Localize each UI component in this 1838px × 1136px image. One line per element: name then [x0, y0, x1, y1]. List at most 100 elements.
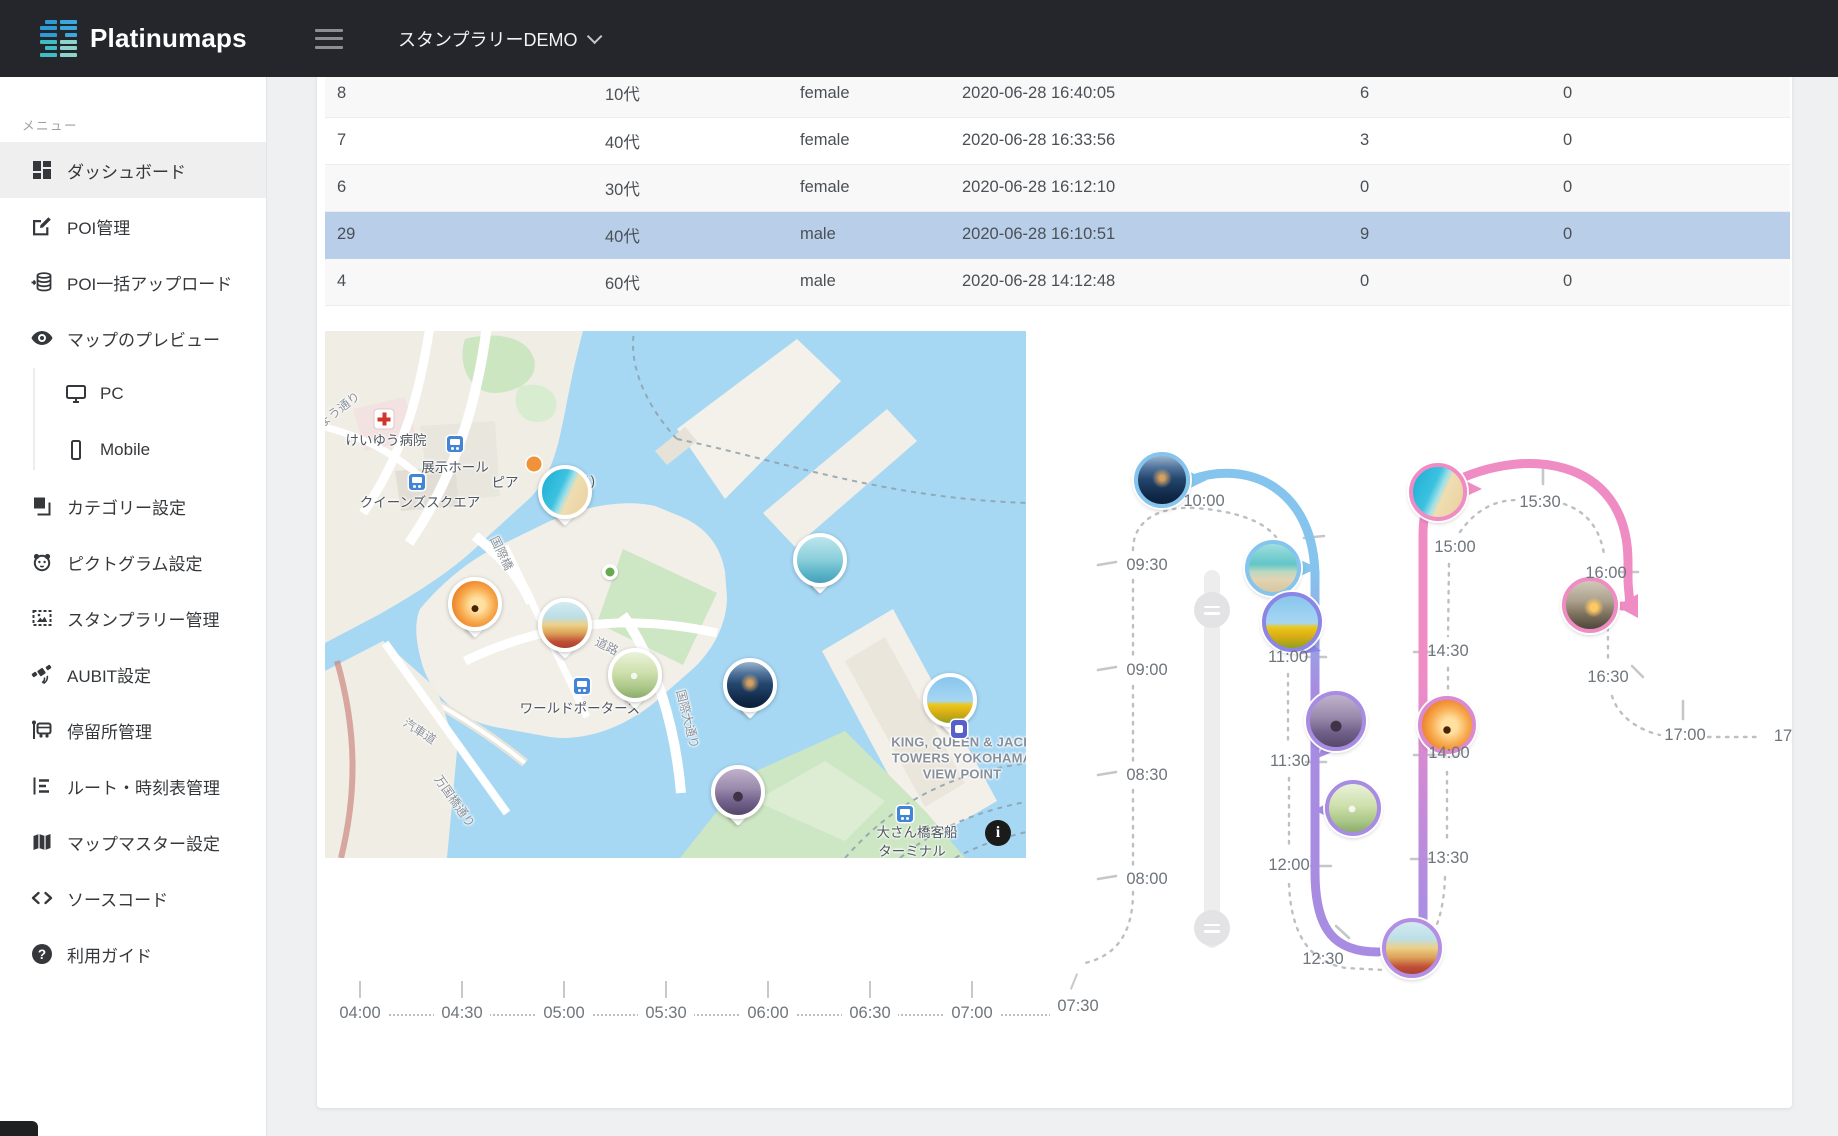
- poi-marker-person[interactable]: [793, 533, 847, 594]
- timeline-stop-sunflower[interactable]: [1262, 592, 1322, 652]
- dashboard-card: 8 10代 female 2020-06-28 16:40:05 6 0 7 40代 fema…: [317, 47, 1792, 1108]
- satellite-icon: [30, 662, 54, 686]
- sidebar-item-stamp-rally-manage[interactable]: スタンプラリー管理: [0, 590, 266, 646]
- slider-handle-bottom[interactable]: [1194, 910, 1230, 946]
- code-icon: [30, 886, 54, 910]
- axis-time-label: 09:30: [1126, 556, 1168, 574]
- sidebar-section-label: メニュー: [22, 119, 79, 133]
- brand-name: Platinumaps: [90, 23, 247, 53]
- poi-marker-food[interactable]: [538, 598, 592, 659]
- axis-time-label: 04:00: [332, 1004, 388, 1023]
- axis-time-label: 09:00: [1126, 661, 1168, 679]
- time-range-slider[interactable]: [1194, 570, 1230, 948]
- sidebar-item-preview-pc[interactable]: PC: [0, 366, 266, 422]
- sidebar-item-route-timetable-manage[interactable]: ルート・時刻表管理: [0, 758, 266, 814]
- station-icon: [447, 436, 463, 452]
- stop-time-label: 16:00: [1585, 564, 1627, 582]
- timeline-stop-beachgirl[interactable]: [1245, 540, 1301, 596]
- stamp-badge-icon: [951, 720, 967, 738]
- dashboard-icon: [30, 158, 54, 182]
- map-title-dropdown[interactable]: スタンプラリーDEMO: [398, 26, 603, 52]
- sidebar-item-category-settings[interactable]: カテゴリー設定: [0, 478, 266, 534]
- help-icon: ?: [30, 942, 54, 966]
- slider-handle-top[interactable]: [1194, 592, 1230, 628]
- table-row[interactable]: 4 60代 male 2020-06-28 14:12:48 0 0: [325, 258, 1790, 306]
- stop-time-label: 12:00: [1268, 856, 1310, 874]
- timeline-stop-tunnel[interactable]: [1562, 577, 1618, 633]
- axis-dotted-line: [338, 1014, 1054, 1016]
- svg-text:?: ?: [38, 947, 46, 962]
- park-leaf-dot: [605, 567, 615, 577]
- bus-stop-icon: [30, 718, 54, 742]
- timetable-icon: [30, 774, 54, 798]
- terminal-label-2: ターミナル: [878, 844, 946, 858]
- poi-edit-icon: [30, 214, 54, 238]
- axis-tick: [869, 981, 871, 998]
- sidebar-subgroup-preview: PC Mobile: [0, 366, 266, 478]
- hospital-label: けいゆう病院: [345, 433, 427, 448]
- station-icon: [409, 474, 425, 490]
- chevron-down-icon: [587, 28, 603, 45]
- sidebar-item-map-master-settings[interactable]: マップマスター設定: [0, 814, 266, 870]
- restaurant-icon: [526, 456, 542, 472]
- sidebar-item-pictogram-settings[interactable]: ピクトグラム設定: [0, 534, 266, 590]
- info-icon[interactable]: i: [985, 820, 1011, 846]
- axis-time-label: 05:00: [536, 1004, 592, 1023]
- browser-status-bubble: [0, 1121, 38, 1136]
- poi-marker-wedding[interactable]: [608, 648, 662, 709]
- platinumaps-logo-icon: [40, 19, 78, 58]
- sidebar-item-aubit-settings[interactable]: AUBIT設定: [0, 646, 266, 702]
- sidebar-item-poi-manage[interactable]: POI管理: [0, 198, 266, 254]
- main-content: 8 10代 female 2020-06-28 16:40:05 6 0 7 40代 fema…: [267, 47, 1838, 1136]
- stop-time-label: 13:30: [1427, 849, 1469, 867]
- terminal-label-1: 大さん橋客船: [876, 825, 958, 840]
- timeline-stop-beach[interactable]: [1409, 463, 1467, 521]
- timeline-stop-fountain[interactable]: [1306, 691, 1366, 751]
- queens-square-label: クイーンズスクエア: [359, 495, 481, 510]
- axis-tick: [971, 981, 973, 998]
- axis-tick: [359, 981, 361, 998]
- view-point-label-3: VIEW POINT: [922, 766, 1002, 782]
- stop-time-label: 14:00: [1428, 744, 1470, 762]
- stop-time-label: 17: [1773, 727, 1793, 745]
- timeline-stop-wedding[interactable]: [1325, 780, 1381, 836]
- stop-time-label: 15:00: [1434, 538, 1476, 556]
- sidebar-item-user-guide[interactable]: ? 利用ガイド: [0, 926, 266, 982]
- sidebar-item-map-preview[interactable]: マップのプレビュー: [0, 310, 266, 366]
- table-row[interactable]: 8 10代 female 2020-06-28 16:40:05 6 0: [325, 70, 1790, 118]
- poi-marker-carousel[interactable]: [448, 577, 502, 638]
- timeline-stop-food[interactable]: [1382, 918, 1442, 978]
- sidebar-item-source-code[interactable]: ソースコード: [0, 870, 266, 926]
- stop-time-label: 14:30: [1427, 642, 1469, 660]
- category-icon: [30, 494, 54, 518]
- eye-icon: [30, 326, 54, 350]
- station-icon: [574, 678, 590, 694]
- hamburger-menu-icon[interactable]: [315, 28, 343, 49]
- poi-marker-fountain[interactable]: [711, 765, 765, 826]
- timeline-stop-carousel[interactable]: [1418, 696, 1476, 754]
- view-point-label-1: KING, QUEEN & JACK: [891, 734, 1026, 750]
- axis-tick: [665, 981, 667, 998]
- sidebar-item-poi-bulk-upload[interactable]: POI一括アップロード: [0, 254, 266, 310]
- sidebar-item-bus-stop-manage[interactable]: 停留所管理: [0, 702, 266, 758]
- sidebar-item-dashboard[interactable]: ダッシュボード: [0, 142, 266, 198]
- bulk-upload-icon: [30, 270, 54, 294]
- axis-time-label: 06:30: [842, 1004, 898, 1023]
- axis-time-label: 08:00: [1126, 870, 1168, 888]
- stop-time-label: 11:00: [1267, 648, 1309, 666]
- hospital-icon: [374, 409, 394, 429]
- map-preview[interactable]: ょう通り けいゆう病院 展示ホール クイーンズスクエア ピア (21) 国際橋 …: [325, 331, 1026, 858]
- stop-time-label: 12:30: [1302, 950, 1344, 968]
- poi-marker-beach[interactable]: [538, 465, 592, 526]
- sidebar-item-preview-mobile[interactable]: Mobile: [0, 422, 266, 478]
- axis-tick: [767, 981, 769, 998]
- poi-marker-sunflower[interactable]: [923, 673, 977, 734]
- timeline-stop-canal[interactable]: [1134, 452, 1190, 508]
- table-row-selected[interactable]: 29 40代 male 2020-06-28 16:10:51 9 0: [325, 211, 1790, 259]
- world-porters-label: ワールドポーターズ: [519, 701, 641, 716]
- table-row[interactable]: 6 30代 female 2020-06-28 16:12:10 0 0: [325, 164, 1790, 212]
- table-row[interactable]: 7 40代 female 2020-06-28 16:33:56 3 0: [325, 117, 1790, 165]
- pictogram-icon: [30, 550, 54, 574]
- stop-time-label: 11:30: [1269, 752, 1311, 770]
- poi-marker-canal[interactable]: [723, 658, 777, 719]
